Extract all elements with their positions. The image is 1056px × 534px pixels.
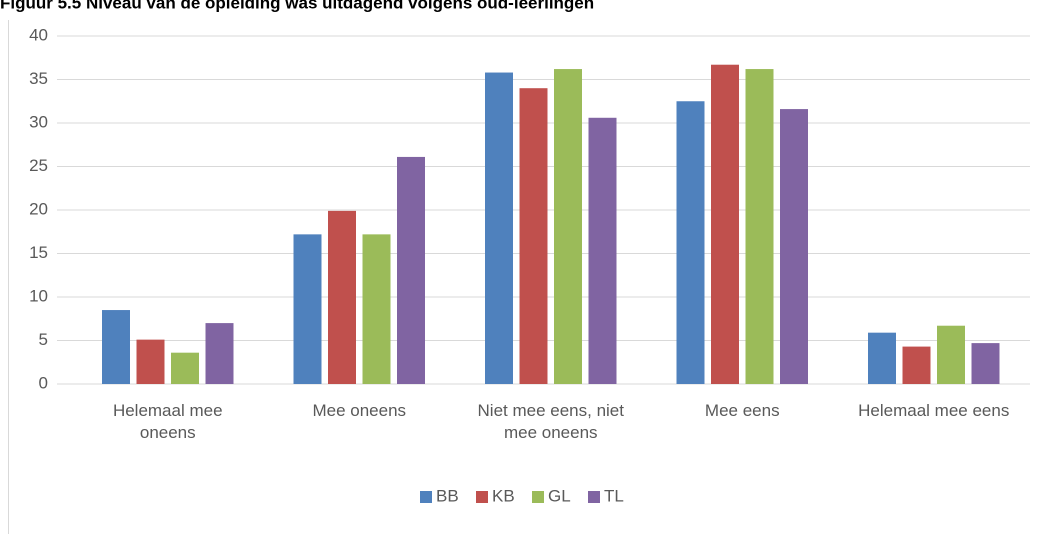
bar	[328, 210, 356, 384]
y-tick-label: 10	[29, 286, 48, 305]
y-tick-label: 20	[29, 199, 48, 218]
bar	[293, 234, 322, 384]
y-tick-label: 35	[29, 69, 48, 88]
bar	[902, 346, 931, 384]
bar	[780, 109, 808, 384]
legend-swatch	[532, 491, 544, 503]
x-tick-label: Mee oneens	[312, 401, 407, 420]
bar	[205, 323, 234, 384]
legend-label: KB	[492, 486, 515, 505]
x-tick-label: Helemaal mee oneens	[112, 401, 223, 442]
bar	[588, 117, 617, 384]
legend-swatch	[476, 491, 488, 503]
bar	[485, 72, 513, 384]
bar	[554, 69, 582, 384]
bar	[397, 156, 425, 384]
x-tick-label-box: Mee eens	[704, 401, 780, 420]
bar	[136, 339, 165, 384]
bar	[971, 343, 1000, 384]
bar	[102, 310, 130, 384]
y-tick-label: 30	[29, 112, 48, 131]
x-tick-label: Niet mee eens, niet mee oneens	[477, 401, 624, 442]
bar	[937, 325, 965, 384]
y-tick-label: 40	[29, 25, 48, 44]
y-tick-label: 25	[29, 156, 48, 175]
bar	[362, 234, 391, 384]
x-tick-label-box: Helemaal mee eens	[858, 401, 1010, 420]
bar	[171, 352, 199, 384]
legend-label: TL	[604, 486, 624, 505]
x-tick-label-box: Mee oneens	[312, 401, 407, 420]
x-tick-label-box: Niet mee eens, niet mee oneens	[477, 401, 624, 442]
bar	[745, 69, 774, 384]
bar	[711, 64, 739, 385]
bar	[868, 332, 896, 384]
legend-label: GL	[548, 486, 571, 505]
bar	[519, 88, 548, 384]
chart-title: Figuur 5.5 Niveau van de opleiding was u…	[0, 0, 594, 12]
bar	[676, 101, 705, 384]
x-tick-label-box: Helemaal mee oneens	[112, 401, 223, 442]
x-tick-label: Helemaal mee eens	[858, 401, 1010, 420]
x-tick-label: Mee eens	[704, 401, 780, 420]
legend-swatch	[588, 491, 600, 503]
legend-label: BB	[436, 486, 459, 505]
y-tick-label: 0	[39, 373, 48, 392]
legend-swatch	[420, 491, 432, 503]
y-tick-label: 5	[39, 330, 48, 349]
y-tick-label: 15	[29, 243, 48, 262]
